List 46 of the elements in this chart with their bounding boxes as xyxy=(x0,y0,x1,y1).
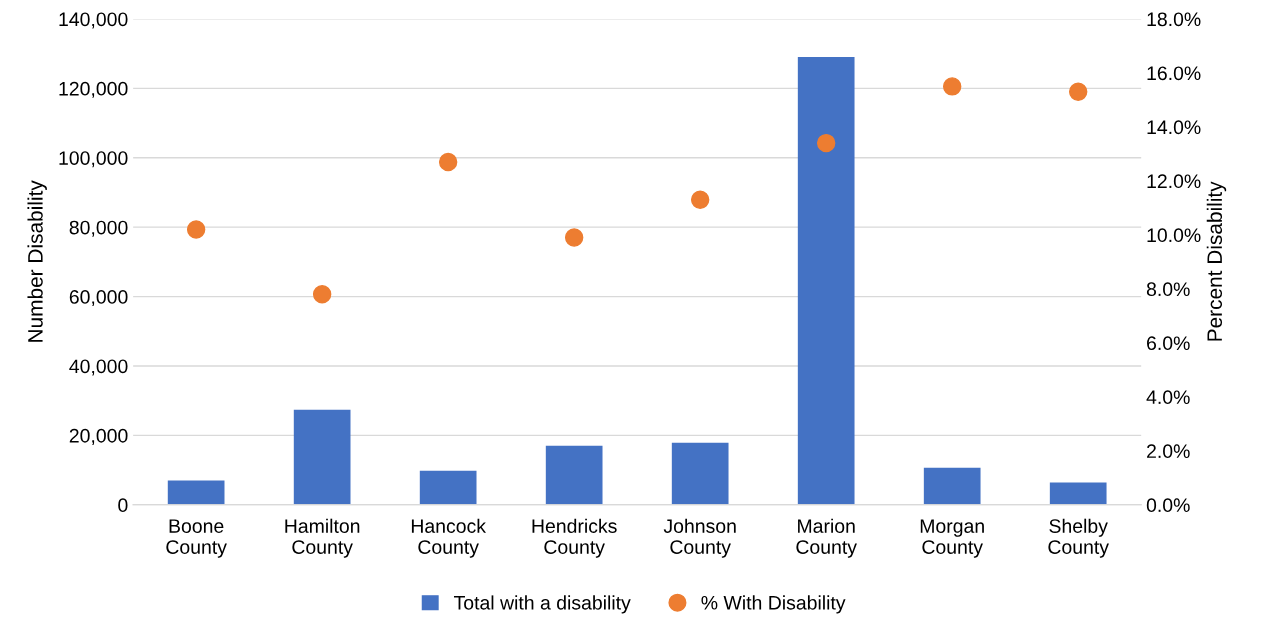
bar xyxy=(419,470,477,505)
y-tick-label: 120,000 xyxy=(59,81,128,98)
point xyxy=(816,133,836,153)
y-axis-title: Number Disability xyxy=(27,180,47,342)
point xyxy=(1068,82,1088,102)
y2-tick-label: 12.0% xyxy=(1147,174,1201,189)
x-tick-label: Hamilton County xyxy=(285,518,360,558)
y-tick-label: 60,000 xyxy=(69,290,128,307)
point xyxy=(312,285,332,304)
y2-tick-label: 6.0% xyxy=(1147,336,1190,351)
x-tick-label: Johnson County xyxy=(663,518,736,558)
y2-tick-label: 10.0% xyxy=(1147,228,1201,243)
y-tick-label: 20,000 xyxy=(69,428,128,445)
y-tick-label: 140,000 xyxy=(59,12,128,29)
bar xyxy=(293,409,351,505)
bar xyxy=(671,442,729,505)
point xyxy=(690,190,710,209)
bar xyxy=(923,467,981,505)
x-tick-label: Hancock County xyxy=(411,518,487,558)
bar xyxy=(545,445,603,505)
x-tick-label: Shelby County xyxy=(1048,518,1109,558)
y-tick-label: 40,000 xyxy=(69,359,128,376)
bar xyxy=(797,57,855,505)
y2-tick-label: 4.0% xyxy=(1146,390,1190,405)
y2-tick-label: 2.0% xyxy=(1147,444,1190,459)
x-tick-label: Boone County xyxy=(166,519,227,558)
y2-tick-label: 18.0% xyxy=(1147,12,1201,27)
y2-tick-label: 8.0% xyxy=(1146,282,1190,297)
y2-tick-label: 16.0% xyxy=(1147,66,1201,81)
x-tick-label: Marion County xyxy=(796,518,857,558)
point xyxy=(186,220,206,239)
legend-label: Total with a disability xyxy=(453,595,631,614)
legend-label: % With Disability xyxy=(701,595,846,614)
bar xyxy=(167,480,225,505)
y2-tick-label: 14.0% xyxy=(1147,120,1201,135)
y2-tick-label: 0.0% xyxy=(1146,498,1190,513)
point xyxy=(438,152,458,172)
bar xyxy=(1049,482,1107,505)
y-tick-label: 100,000 xyxy=(59,151,128,168)
y-tick-label: 0 xyxy=(118,498,128,513)
point xyxy=(942,77,962,96)
point xyxy=(564,228,584,247)
x-tick-label: Morgan County xyxy=(920,519,984,558)
x-tick-label: Hendricks County xyxy=(532,518,617,558)
y-tick-label: 80,000 xyxy=(69,220,128,237)
y2-axis-title: Percent Disability xyxy=(1206,181,1227,341)
